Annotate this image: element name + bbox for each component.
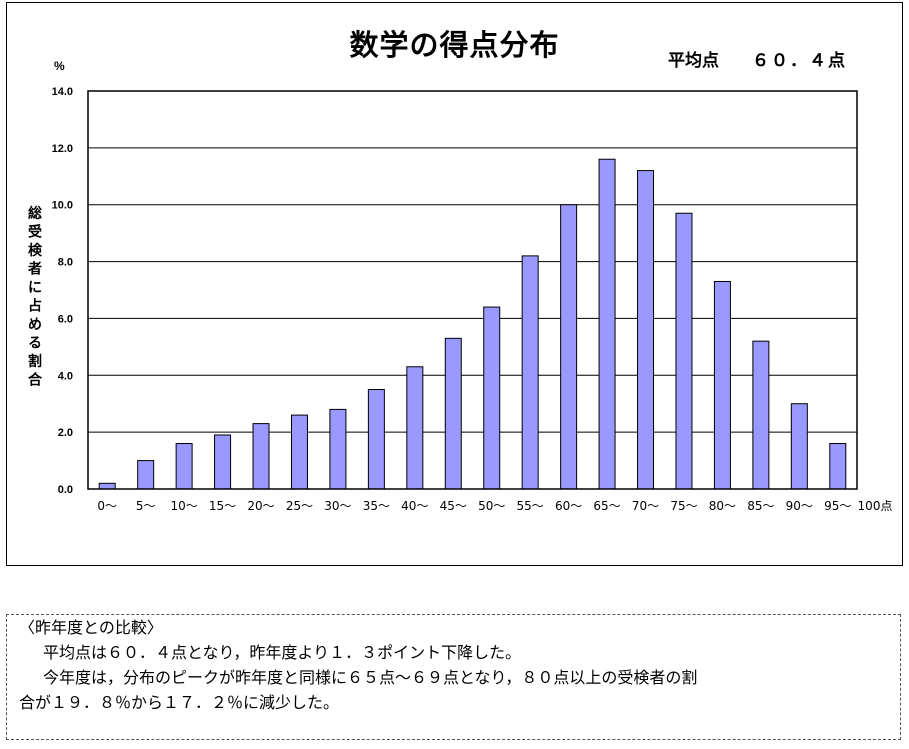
chart-frame	[6, 2, 903, 566]
comparison-line-1: 平均点は６０．４点となり，昨年度より１．３ポイント下降した。	[43, 643, 522, 662]
x-tick-label: 55～	[517, 499, 544, 513]
x-tick-label: 0～	[97, 499, 117, 513]
y-tick-label: 4.0	[58, 370, 73, 382]
bar	[406, 366, 424, 490]
y-tick-label: 2.0	[58, 427, 73, 439]
bar	[790, 403, 808, 490]
x-tick-label: 30～	[324, 499, 351, 513]
bar	[713, 280, 731, 490]
comparison-box: 〈昨年度との比較〉 平均点は６０．４点となり，昨年度より１．３ポイント下降した。…	[6, 614, 901, 740]
y-tick-label: 12.0	[52, 143, 73, 155]
x-tick-label: 50～	[478, 499, 505, 513]
bar	[175, 443, 193, 490]
y-axis-title-char: 合	[28, 372, 43, 389]
bar	[214, 434, 232, 490]
y-axis-title-char: 割	[28, 353, 42, 370]
y-tick-labels: 0.0 2.0 4.0 6.0 8.0 10.0 12.0 14.0	[52, 86, 73, 496]
bar	[444, 337, 462, 490]
bar	[752, 340, 770, 490]
bar	[675, 212, 693, 490]
bar	[560, 204, 578, 490]
bar-chart: 0.0 2.0 4.0 6.0 8.0 10.0 12.0 14.0 0～ 5～ 10～ 15～ 20…	[28, 59, 892, 513]
x-tick-label: 40～	[401, 499, 428, 513]
bar	[290, 414, 308, 490]
bar	[252, 423, 270, 490]
y-axis-title-char: 受	[28, 224, 42, 241]
average-score-label: 平均点	[668, 51, 719, 71]
x-tick-label: 25～	[286, 499, 313, 513]
x-tick-label: 95～	[824, 499, 851, 513]
bar	[829, 443, 847, 490]
x-tick-label: 10～	[170, 499, 197, 513]
bar	[367, 389, 385, 490]
x-tick-label: 90～	[786, 499, 813, 513]
bar	[598, 158, 616, 490]
y-axis-title-char: 検	[28, 242, 43, 259]
y-tick-label: 10.0	[52, 200, 73, 212]
x-tick-label: 15～	[209, 499, 236, 513]
comparison-line-2: 今年度は，分布のピークが昨年度と同様に６５点～６９点となり，８０点以上の受検者の…	[43, 668, 698, 687]
bar	[483, 306, 501, 490]
bar	[329, 408, 347, 490]
y-tick-label: 14.0	[52, 86, 73, 98]
y-axis-title-char: め	[28, 317, 42, 333]
x-tick-label: 80～	[709, 499, 736, 513]
y-tick-label: 0.0	[58, 484, 73, 496]
comparison-line-3: 合が１９．８％から１７．２％に減少した。	[19, 693, 340, 712]
bars	[98, 158, 847, 490]
y-unit-label: %	[54, 59, 65, 73]
x-tick-label: 45～	[440, 499, 467, 513]
y-axis-title-char: に	[28, 280, 42, 296]
y-axis-title-char: 占	[28, 298, 42, 315]
average-score-value: ６０．４点	[752, 51, 847, 71]
x-tick-label: 60～	[555, 499, 582, 513]
y-tick-label: 8.0	[58, 257, 73, 269]
x-end-label: 100点	[858, 499, 893, 513]
bar	[521, 255, 539, 490]
bar	[137, 460, 155, 490]
x-tick-labels: 0～ 5～ 10～ 15～ 20～ 25～ 30～ 35～ 40～ 45～ 50～ 55～ 60～ 65～…	[97, 499, 892, 513]
y-tick-label: 6.0	[58, 313, 73, 325]
x-tick-label: 5～	[136, 499, 156, 513]
bar	[637, 170, 655, 490]
chart-title: 数学の得点分布	[349, 28, 560, 62]
x-tick-label: 85～	[747, 499, 774, 513]
comparison-heading: 〈昨年度との比較〉	[19, 618, 163, 637]
gridlines	[88, 147, 857, 433]
x-tick-label: 65～	[593, 499, 620, 513]
y-axis-title-char: 者	[28, 262, 42, 278]
x-tick-label: 75～	[670, 499, 697, 513]
y-axis-title-char: 総	[28, 205, 42, 222]
bar	[98, 482, 116, 490]
plot-border	[87, 90, 858, 490]
x-tick-label: 35～	[363, 499, 390, 513]
x-tick-label: 70～	[632, 499, 659, 513]
y-axis-title-char: る	[28, 336, 42, 352]
x-tick-label: 20～	[247, 499, 274, 513]
